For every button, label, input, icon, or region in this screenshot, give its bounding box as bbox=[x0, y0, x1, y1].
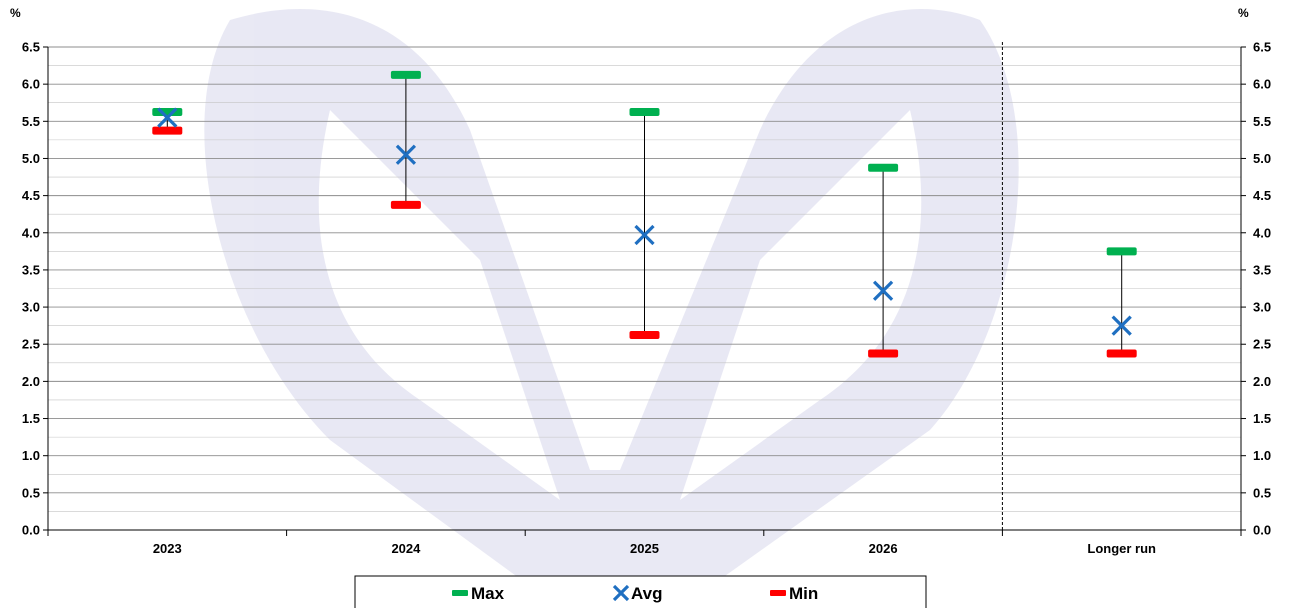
y-tick-label-left: 3.0 bbox=[22, 300, 40, 315]
avg-marker-stroke bbox=[395, 144, 417, 165]
y-tick-label-right: 3.0 bbox=[1253, 300, 1271, 315]
min-marker bbox=[629, 330, 660, 339]
avg-marker bbox=[634, 224, 655, 246]
legend-label-avg: Avg bbox=[631, 584, 663, 603]
y-tick-label-left: 2.5 bbox=[22, 337, 40, 352]
y-tick-label-left: 4.5 bbox=[22, 188, 40, 203]
y-tick-label-right: 5.0 bbox=[1253, 151, 1271, 166]
y-tick-label-right: 6.5 bbox=[1253, 40, 1271, 55]
legend-label-max: Max bbox=[471, 584, 505, 603]
x-category-label: Longer run bbox=[1087, 541, 1156, 556]
y-tick-label-right: 0.0 bbox=[1253, 523, 1271, 538]
min-marker bbox=[390, 200, 421, 209]
x-category-label: 2025 bbox=[630, 541, 659, 556]
y-tick-label-right: 4.0 bbox=[1253, 225, 1271, 240]
avg-marker bbox=[395, 144, 417, 165]
y-tick-label-right: 2.0 bbox=[1253, 374, 1271, 389]
legend-swatch-max bbox=[452, 590, 468, 596]
y-tick-label-left: 0.0 bbox=[22, 523, 40, 538]
legend: Max Avg Min bbox=[354, 575, 927, 613]
legend-swatch-min bbox=[770, 590, 786, 596]
max-marker bbox=[1106, 247, 1137, 256]
avg-marker-stroke bbox=[157, 107, 178, 128]
y-tick-label-right: 0.5 bbox=[1253, 485, 1271, 500]
y-tick-label-left: 5.5 bbox=[22, 114, 40, 129]
legend-box bbox=[354, 575, 927, 613]
x-category-label: 2023 bbox=[153, 541, 182, 556]
axes bbox=[43, 42, 1246, 536]
y-tick-label-left: 6.0 bbox=[22, 77, 40, 92]
y-tick-label-left: 6.5 bbox=[22, 40, 40, 55]
max-marker bbox=[868, 163, 899, 172]
x-category-label: 2026 bbox=[869, 541, 898, 556]
axis-labels: 0.0 0.0 0.5 0.5 1.0 1.0 1.5 1.5 2.0 2.0 2.5 2.5 3.0 3… bbox=[10, 6, 1271, 556]
y-unit-right: % bbox=[1238, 6, 1249, 20]
min-marker bbox=[868, 349, 899, 358]
data-series bbox=[152, 70, 1137, 358]
avg-marker-stroke bbox=[634, 224, 655, 246]
y-tick-label-left: 1.0 bbox=[22, 448, 40, 463]
y-tick-label-right: 3.5 bbox=[1253, 262, 1271, 277]
y-tick-label-right: 6.0 bbox=[1253, 77, 1271, 92]
y-tick-label-left: 2.0 bbox=[22, 374, 40, 389]
y-tick-label-left: 0.5 bbox=[22, 485, 40, 500]
avg-marker-stroke bbox=[612, 584, 630, 602]
y-tick-label-right: 5.5 bbox=[1253, 114, 1271, 129]
y-tick-label-left: 5.0 bbox=[22, 151, 40, 166]
avg-marker-stroke bbox=[872, 280, 894, 301]
min-marker bbox=[152, 126, 183, 135]
min-marker bbox=[1106, 349, 1137, 358]
watermark-logo bbox=[204, 9, 1019, 609]
y-tick-label-left: 3.5 bbox=[22, 262, 40, 277]
y-tick-label-right: 2.5 bbox=[1253, 337, 1271, 352]
y-tick-label-right: 4.5 bbox=[1253, 188, 1271, 203]
x-category-label: 2024 bbox=[391, 541, 421, 556]
y-tick-label-left: 4.0 bbox=[22, 225, 40, 240]
max-marker bbox=[152, 108, 183, 117]
y-tick-label-right: 1.0 bbox=[1253, 448, 1271, 463]
y-tick-label-right: 1.5 bbox=[1253, 411, 1271, 426]
max-marker bbox=[629, 108, 660, 117]
legend-swatch-avg bbox=[612, 584, 630, 602]
avg-marker bbox=[1111, 315, 1132, 336]
y-tick-label-left: 1.5 bbox=[22, 411, 40, 426]
y-unit-left: % bbox=[10, 6, 21, 20]
max-marker bbox=[390, 70, 421, 79]
avg-marker bbox=[157, 107, 178, 128]
legend-label-min: Min bbox=[789, 584, 818, 603]
avg-marker-stroke bbox=[1111, 315, 1132, 336]
avg-marker bbox=[872, 280, 894, 301]
